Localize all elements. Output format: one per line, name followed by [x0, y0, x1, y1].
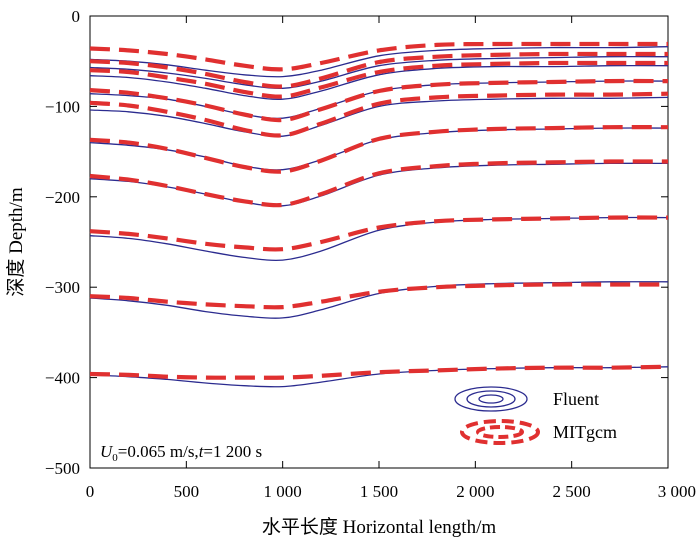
fluent-contour-line-7	[89, 162, 669, 207]
x-tick-label: 3 000	[658, 482, 696, 501]
x-axis-title: 水平长度 Horizontal length/m	[262, 516, 497, 538]
mitgcm-contour-line-4	[89, 78, 669, 123]
fluent-contour-line-10	[89, 366, 669, 388]
mitgcm-contour-line-3	[89, 60, 668, 99]
fluent-legend-icon	[454, 386, 528, 412]
mitgcm-contour-line-6	[89, 125, 669, 174]
mitgcm-contour-line-8	[89, 215, 669, 252]
x-tick-label: 500	[174, 482, 200, 501]
y-tick-label: −200	[45, 188, 80, 207]
t-value: =1 200 s	[203, 442, 262, 461]
fluent-contour-line-9	[89, 281, 669, 319]
tick-layer: 0 500 1 000 1 500 2 000 2 500 3 000 0 −100 −200 −3…	[45, 7, 696, 501]
fluent-contour-line-3	[89, 65, 669, 100]
y-tick-label: −300	[45, 278, 80, 297]
mitgcm-legend-label: MITgcm	[553, 422, 617, 442]
x-tick-label: 0	[86, 482, 95, 501]
mitgcm-contour-line-7	[89, 159, 669, 208]
mitgcm-contour-line-10	[89, 364, 669, 380]
u-subscript: 0	[112, 452, 118, 464]
mitgcm-contour-line-9	[89, 282, 668, 310]
y-tick-label: −100	[45, 97, 80, 116]
u-value: =0.065 m/s,	[118, 442, 199, 461]
t-symbol: t	[199, 442, 205, 461]
mitgcm-contour-line-1	[89, 41, 668, 72]
x-tick-label: 1 000	[264, 482, 302, 501]
x-tick-label: 1 500	[360, 482, 398, 501]
fluent-contour-line-1	[89, 46, 669, 78]
y-tick-label: −500	[45, 459, 80, 478]
mitgcm-contour-line-2	[89, 51, 668, 89]
mitgcm-legend-icon	[460, 419, 540, 445]
mitgcm-contour-line-5	[89, 91, 669, 138]
y-tick-label: −400	[45, 369, 80, 388]
x-tick-label: 2 500	[553, 482, 591, 501]
x-tick-label: 2 000	[456, 482, 494, 501]
fluent-contour-line-2	[89, 55, 669, 90]
series-layer	[89, 41, 669, 388]
condition-annotation: U0=0.065 m/s,t=1 200 s	[100, 442, 262, 464]
y-axis-title: 深度 Depth/m	[5, 187, 27, 296]
y-tick-label: 0	[72, 7, 81, 26]
u-symbol: U	[100, 442, 114, 461]
legend: Fluent MITgcm	[454, 386, 617, 445]
fluent-legend-label: Fluent	[553, 389, 599, 409]
